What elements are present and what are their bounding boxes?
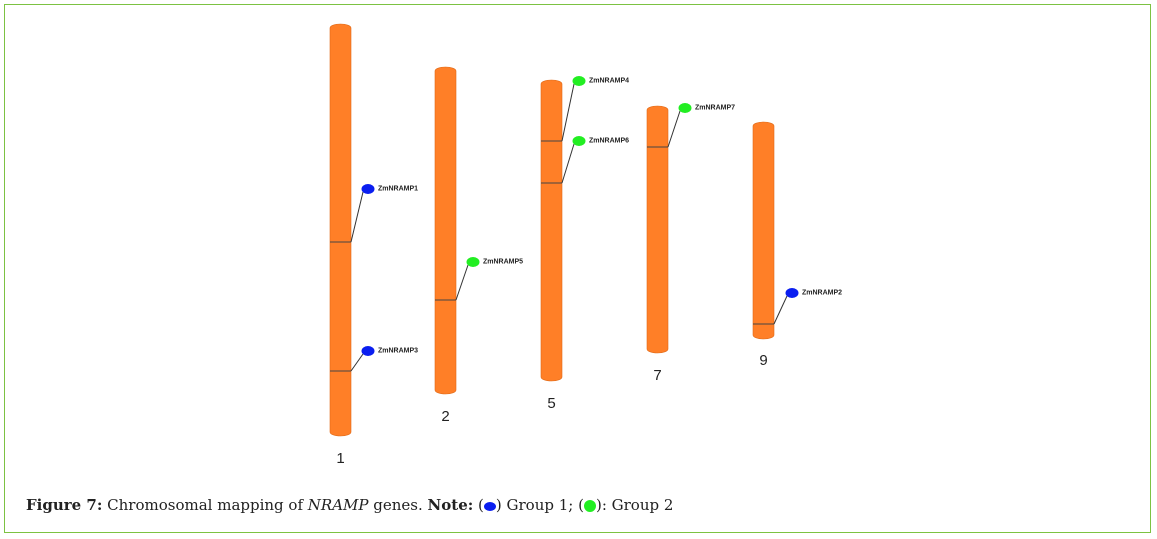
gene-leader-line [455,264,469,301]
gene-dot-icon [466,257,480,267]
chromosome-1: 1 [329,23,352,467]
gene-leader-line [350,191,364,243]
group2-legend-label: : Group 2 [601,496,674,514]
gene-leader-line [561,143,575,184]
note-label: Note: [427,496,474,514]
chromosome-5: 5 [540,79,563,412]
chromosome-bar [329,23,352,437]
gene-dot-icon [361,184,375,194]
gene-dot-icon [361,346,375,356]
gene-family-name: NRAMP [307,496,369,514]
gene-dot-icon [678,103,692,113]
chromosome-7: 7 [646,105,669,384]
gene-label: ZmNRAMP4 [589,78,629,85]
gene-leader-line [350,353,364,372]
chromosome-bar [646,105,669,354]
figure-frame [4,4,1151,533]
gene-dot-icon [785,288,799,298]
chromosome-bar [752,121,775,340]
gene-marker-zmnramp7: ZmNRAMP7 [647,103,735,148]
gene-marker-zmnramp3: ZmNRAMP3 [330,346,418,372]
group1-legend-icon [483,502,496,511]
gene-label: ZmNRAMP3 [378,348,418,355]
group2-legend-icon [583,500,596,512]
gene-marker-zmnramp6: ZmNRAMP6 [541,136,629,184]
gene-marker-zmnramp4: ZmNRAMP4 [541,76,629,142]
chromosome-number: 5 [547,395,555,412]
gene-marker-zmnramp1: ZmNRAMP1 [330,184,418,243]
group1-legend-label: Group 1; [506,496,574,514]
chromosome-number: 9 [759,352,767,369]
caption-text-end: genes. [373,496,423,514]
gene-marker-zmnramp2: ZmNRAMP2 [753,288,842,325]
figure-label: Figure 7: [26,496,103,514]
gene-label: ZmNRAMP6 [589,138,629,145]
caption-text: Chromosomal mapping of [107,496,304,514]
gene-dot-icon [572,136,586,146]
chromosome-number: 7 [653,367,661,384]
gene-label: ZmNRAMP5 [483,259,523,266]
gene-label: ZmNRAMP7 [695,105,735,112]
chromosome-number: 2 [441,408,449,425]
gene-leader-line [773,295,788,325]
figure-caption: Figure 7: Chromosomal mapping of NRAMP g… [26,496,674,514]
gene-marker-zmnramp5: ZmNRAMP5 [435,257,523,301]
chromosome-number: 1 [336,450,344,467]
chromosome-9: 9 [752,121,775,369]
chromosome-2: 2 [434,66,457,425]
chromosome-bar [540,79,563,382]
gene-label: ZmNRAMP2 [802,290,842,297]
gene-leader-line [561,83,575,142]
gene-label: ZmNRAMP1 [378,186,418,193]
chromosome-bar [434,66,457,395]
gene-dot-icon [572,76,586,86]
gene-leader-line [667,110,681,148]
